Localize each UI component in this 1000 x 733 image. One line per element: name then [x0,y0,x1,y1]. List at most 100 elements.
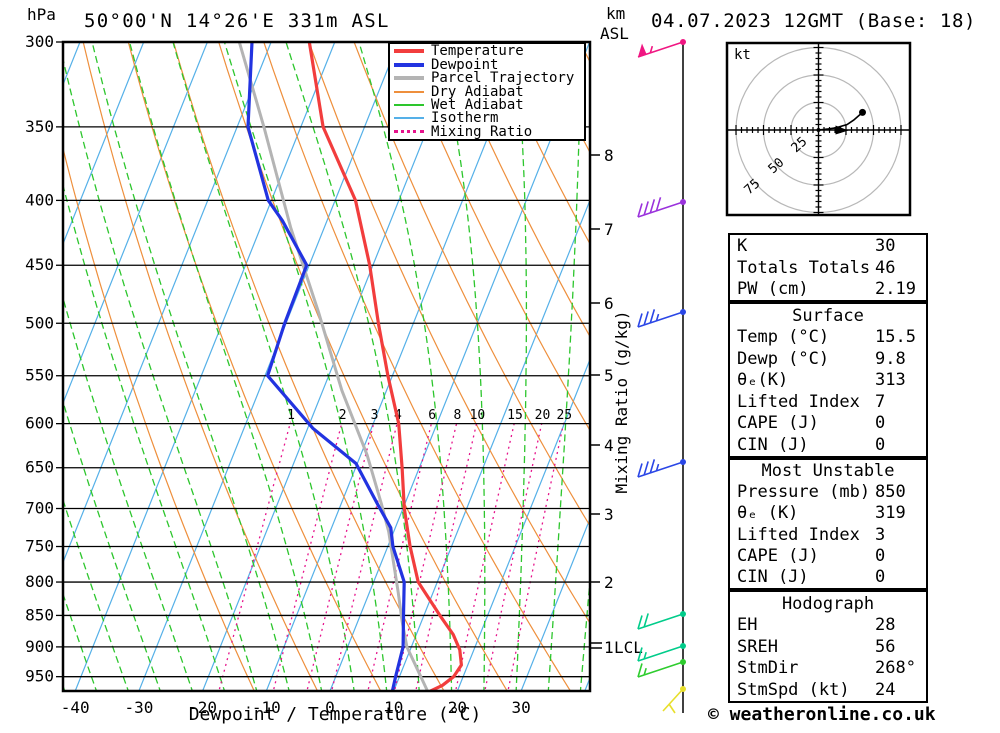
table-row: Temp (°C) 15.5 [730,327,926,347]
table-title: Surface [792,305,864,326]
legend-swatch-dotted [394,130,424,134]
stats-table: Hodograph EH 28 SREH 56 StmDir 268° StmSpd (kt)… [728,590,928,703]
temperature-curve [307,42,463,691]
x-axis-caption: Dewpoint / Temperature (°C) [188,704,482,725]
table-row: CAPE (J) 0 [730,546,926,566]
stat-value: 2.19 [875,278,916,299]
stat-value: 30 [875,236,896,257]
lcl-label: LCL [614,638,643,657]
legend-item: Wet Adiabat [390,97,584,113]
km-tick-label: 1 [604,638,614,657]
stat-label: Lifted Index [737,524,860,545]
table-row: K 30 [730,236,926,256]
mixing-ratio-label: 10 [470,408,486,423]
stat-value: 46 [875,257,896,278]
stat-label: Dewp (°C) [737,348,830,369]
stat-value: 7 [875,391,886,412]
table-row: PW (cm) 2.19 [730,279,926,299]
isotherm-lines [63,42,590,691]
mixing-ratio-axis-caption: Mixing Ratio (g/kg) [612,310,631,493]
table-row: Dewp (°C) 9.8 [730,349,926,369]
km-tick-label: 4 [604,436,614,455]
legend: Temperature Dewpoint Parcel Trajectory Dry … [388,42,586,141]
mixing-ratio-lines: 1 2 3 4 6 8 10 15 20 25 [218,408,572,691]
km-tick-label: 7 [604,220,614,239]
temp-tick-label: 10 [384,698,403,717]
table-row: Totals Totals 46 [730,258,926,278]
stat-value: 268° [875,658,916,678]
stat-value: 313 [875,370,906,390]
legend-item: Dry Adiabat [390,83,584,100]
stat-value: 0 [875,566,886,587]
legend-item: Isotherm [390,110,584,126]
pressure-tick-label: 600 [25,414,54,433]
stat-label: Totals Totals [737,257,871,278]
table-row: SREH 56 [730,637,926,657]
stat-value: 3 [875,524,886,545]
legend-label: Mixing Ratio [431,123,533,140]
mixing-ratio-label: 20 [535,408,551,423]
stats-table: K 30 Totals Totals 46 PW (cm) 2.19 [728,233,928,302]
stat-value: 56 [875,636,896,657]
legend-label: Parcel Trajectory [431,70,575,87]
wind-barb [637,39,686,58]
temp-tick-label: 0 [325,698,335,717]
pressure-tick-label: 700 [25,499,54,518]
stat-label: Temp (°C) [737,327,830,347]
legend-item: Parcel Trajectory [390,70,584,87]
km-tick-label: 6 [604,294,614,313]
table-row: Pressure (mb) 850 [730,482,926,502]
stat-value: 0 [875,434,886,455]
temp-tick-label: -10 [252,698,281,717]
pressure-tick-label: 950 [25,667,54,686]
legend-item: Dewpoint [390,57,584,73]
stat-label: CIN (J) [737,566,809,587]
stat-value: 0 [875,413,886,433]
legend-swatch-thin [394,90,424,93]
table-row: EH 28 [730,615,926,635]
stat-label: CAPE (J) [737,545,819,566]
stat-label: Lifted Index [737,391,860,412]
table-row: Lifted Index 3 [730,525,926,545]
wind-barb [637,197,686,218]
pressure-tick-label: 800 [25,572,54,591]
legend-item: Temperature [390,43,584,60]
asl-unit-label: ASL [600,24,629,43]
plot-border [61,40,592,693]
stat-value: 9.8 [875,348,906,369]
pressure-tick-label: 450 [25,255,54,274]
pressure-tick-label: 550 [25,366,54,385]
table-row: Lifted Index 7 [730,392,926,412]
wind-barbs [637,39,686,714]
temp-axis-labels: -40 -30 -20 -10 0 10 20 30 [61,698,531,717]
stat-value: 850 [875,482,906,503]
hodograph-trace [818,111,864,131]
legend-swatch-thick [394,76,424,81]
pressure-tick-label: 300 [25,32,54,51]
stat-label: Pressure (mb) [737,482,871,503]
table-row: StmDir 268° [730,658,926,678]
stat-value: 15.5 [875,327,916,347]
table-row: CAPE (J) 0 [730,413,926,433]
legend-swatch-thin [394,103,424,106]
pressure-tick-label: 650 [25,458,54,477]
plot-area: 1 2 3 4 6 8 10 15 20 25 [63,42,590,691]
stat-value: 319 [875,503,906,524]
wind-barb [637,611,686,630]
legend-label: Temperature [431,43,524,60]
table-row: StmSpd (kt) 24 [730,680,926,700]
km-unit-label: km [606,4,626,23]
temp-tick-label: -40 [61,698,90,717]
legend-label: Dry Adiabat [431,83,524,100]
stat-label: CAPE (J) [737,413,819,433]
hodograph-unit-label: kt [734,47,751,63]
date-title: 04.07.2023 12GMT (Base: 18) [651,10,977,32]
stat-value: 24 [875,679,896,700]
km-tick-label: 3 [604,505,614,524]
temp-tick-label: 30 [511,698,530,717]
stat-label: StmSpd (kt) [737,679,850,700]
stat-value: 0 [875,545,886,566]
table-row: CIN (J) 0 [730,435,926,455]
